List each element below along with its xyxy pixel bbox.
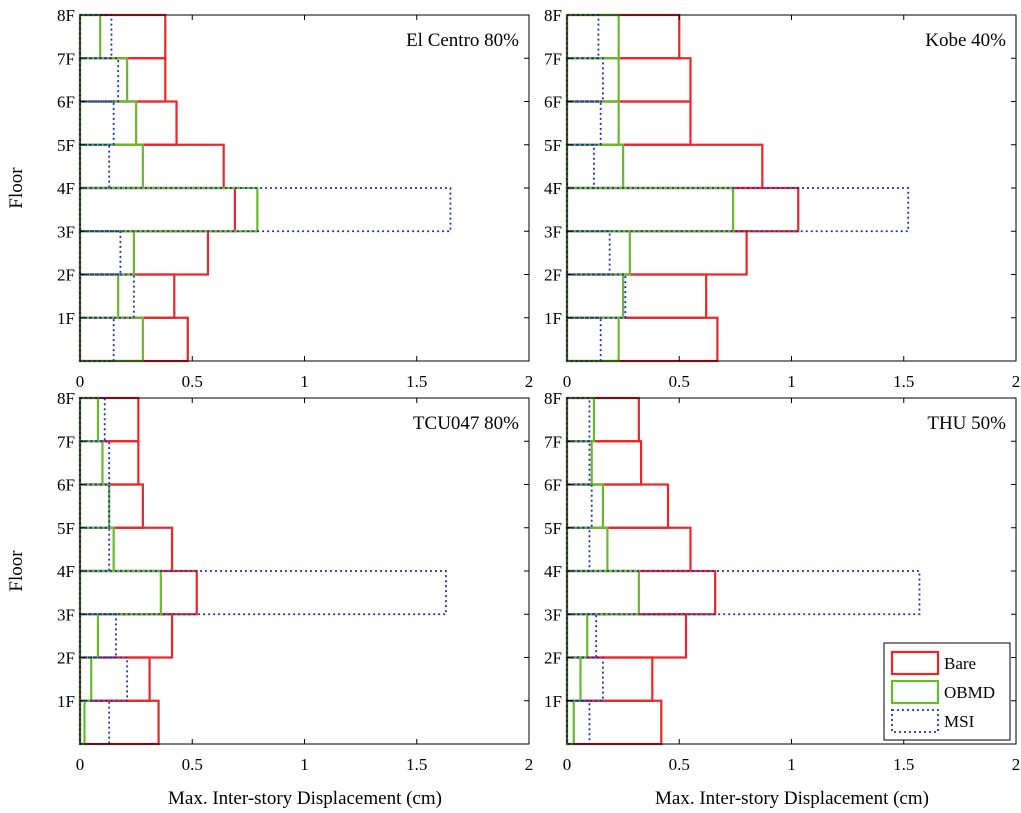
bar-msi-1f: [79, 316, 115, 362]
y-tick-label: 1F: [57, 309, 75, 328]
chart-panel-2: 1F 2F 3F 4F 5F 6F 7F 8F 0 0.5 1 1.5 2 Kobe 40%: [544, 6, 1020, 391]
y-axis-label: Floor: [6, 167, 27, 209]
y-tick-label: 8F: [57, 6, 75, 25]
bar-msi-7f: [79, 440, 111, 486]
y-tick-label: 1F: [544, 692, 562, 711]
x-tick-label: 1: [300, 372, 309, 391]
y-tick-label: 5F: [544, 136, 562, 155]
bar-msi-6f: [79, 483, 111, 529]
panel-title: Kobe 40%: [925, 30, 1006, 51]
bar-msi-6f: [79, 100, 115, 146]
y-tick-label: 3F: [544, 222, 562, 241]
y-tick-label: 2F: [544, 266, 562, 285]
y-tick-label: 4F: [57, 562, 75, 581]
y-axis-label: Floor: [6, 550, 27, 592]
y-tick-label: 1F: [544, 309, 562, 328]
x-tick-label: 0.5: [669, 372, 690, 391]
x-tick-label: 2: [525, 755, 534, 774]
x-tick-label: 1: [300, 755, 309, 774]
y-tick-label: 7F: [57, 432, 75, 451]
bar-msi-2f: [79, 273, 135, 319]
bar-msi-6f: [566, 100, 602, 146]
chart-panel-1: 1F 2F 3F 4F 5F 6F 7F 8F 0 0.5 1 1.5 2 El Centro 80% Fl…: [6, 6, 533, 391]
x-tick-label: 0.5: [182, 372, 203, 391]
x-tick-label: 0: [563, 372, 572, 391]
x-tick-label: 1.5: [406, 755, 427, 774]
x-tick-label: 1.5: [406, 372, 427, 391]
legend-label-bare: Bare: [944, 654, 976, 673]
x-tick-label: 1: [787, 372, 796, 391]
y-tick-label: 2F: [57, 649, 75, 668]
bar-msi-1f: [79, 699, 111, 745]
y-tick-label: 8F: [57, 389, 75, 408]
y-tick-label: 7F: [544, 49, 562, 68]
chart-panel-4: 1F 2F 3F 4F 5F 6F 7F 8F 0 0.5 1 1.5 2 THU 50% Max. Int…: [544, 389, 1020, 809]
bar-msi-1f: [566, 316, 602, 362]
bar-msi-3f: [566, 613, 598, 659]
legend-swatch-bare: [890, 650, 940, 676]
chart-panel-3: 1F 2F 3F 4F 5F 6F 7F 8F 0 0.5 1 1.5 2 TCU047 80% Floor…: [6, 389, 533, 809]
bar-msi-6f: [566, 483, 593, 529]
x-axis-label: Max. Inter-story Displacement (cm): [168, 788, 442, 809]
y-tick-label: 4F: [57, 179, 75, 198]
x-tick-label: 2: [1012, 372, 1021, 391]
bar-msi-4f: [566, 570, 921, 616]
y-tick-label: 8F: [544, 6, 562, 25]
legend-label-msi: MSI: [944, 712, 975, 731]
x-tick-label: 2: [1012, 755, 1021, 774]
x-tick-label: 2: [525, 372, 534, 391]
y-tick-label: 6F: [544, 476, 562, 495]
y-tick-label: 7F: [544, 432, 562, 451]
legend-swatch-obmd: [890, 679, 940, 705]
panel-title: TCU047 80%: [413, 413, 519, 434]
bar-msi-8f: [79, 397, 106, 443]
panel-title: THU 50%: [927, 413, 1006, 434]
x-tick-label: 1.5: [893, 372, 914, 391]
y-tick-label: 1F: [57, 692, 75, 711]
y-tick-label: 6F: [57, 93, 75, 112]
y-tick-label: 2F: [57, 266, 75, 285]
y-tick-label: 4F: [544, 562, 562, 581]
bar-msi-5f: [79, 526, 111, 572]
y-tick-label: 5F: [544, 519, 562, 538]
y-tick-label: 6F: [544, 93, 562, 112]
y-tick-label: 3F: [544, 605, 562, 624]
x-tick-label: 1.5: [893, 755, 914, 774]
legend-box: [883, 642, 1011, 741]
y-tick-label: 4F: [544, 179, 562, 198]
y-tick-label: 6F: [57, 476, 75, 495]
x-tick-label: 0.5: [669, 755, 690, 774]
y-tick-label: 3F: [57, 222, 75, 241]
legend-swatch-msi: [891, 709, 939, 733]
panel-title: El Centro 80%: [406, 30, 519, 51]
y-tick-label: 2F: [544, 649, 562, 668]
x-tick-label: 0: [76, 372, 85, 391]
x-tick-label: 0.5: [182, 755, 203, 774]
y-tick-label: 3F: [57, 605, 75, 624]
x-tick-label: 0: [563, 755, 572, 774]
y-tick-label: 5F: [57, 519, 75, 538]
x-tick-label: 1: [787, 755, 796, 774]
x-axis-label: Max. Inter-story Displacement (cm): [655, 788, 929, 809]
x-tick-label: 0: [76, 755, 85, 774]
bar-msi-4f: [566, 187, 910, 233]
y-tick-label: 7F: [57, 49, 75, 68]
legend: Bare OBMD MSI: [883, 642, 1011, 741]
y-tick-label: 8F: [544, 389, 562, 408]
legend-label-obmd: OBMD: [944, 683, 995, 702]
bar-msi-5f: [79, 143, 111, 189]
y-tick-label: 5F: [57, 136, 75, 155]
